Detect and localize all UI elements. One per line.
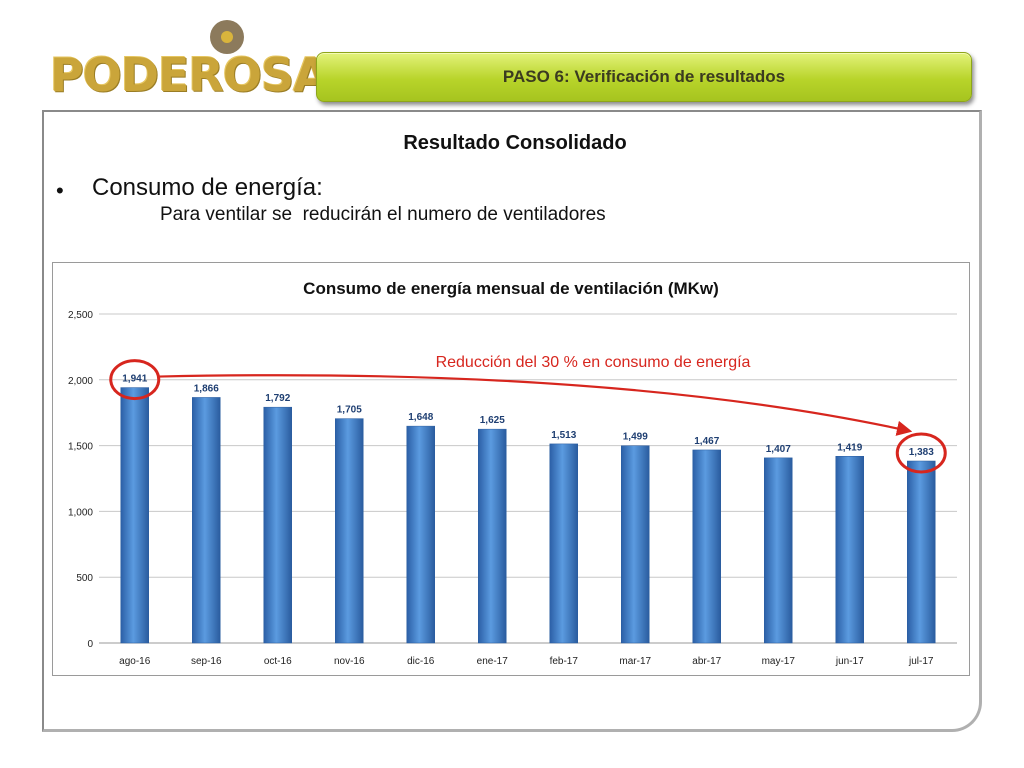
bar-value-label: 1,513 (551, 430, 576, 441)
x-tick-label: sep-16 (191, 656, 222, 667)
bar-dic-16 (406, 425, 435, 644)
step-banner: PASO 6: Verificación de resultados (316, 52, 972, 102)
bar-mar-17 (621, 445, 650, 644)
bar-value-label: 1,705 (337, 405, 362, 416)
bar-value-label: 1,419 (837, 442, 862, 453)
bar-may-17 (764, 457, 793, 644)
logo-emblem-icon (210, 20, 244, 54)
bar-ago-16 (120, 387, 149, 644)
logo-text: PODEROSA (50, 48, 329, 102)
bar-abr-17 (692, 449, 721, 644)
bar-value-label: 1,383 (909, 447, 934, 458)
bar-sep-16 (192, 397, 221, 644)
bullet-marker: • (56, 178, 64, 203)
bar-value-label: 1,467 (694, 436, 719, 447)
highlight-circle (109, 359, 161, 401)
reduction-annotation: Reducción del 30 % en consumo de energía (436, 354, 751, 371)
y-tick-label: 0 (87, 639, 93, 650)
bar-jul-17 (907, 460, 936, 644)
x-tick-label: oct-16 (264, 656, 292, 667)
step-banner-title: PASO 6: Verificación de resultados (502, 67, 786, 86)
x-tick-label: feb-17 (550, 656, 579, 667)
bar-feb-17 (549, 443, 578, 644)
x-tick-label: ene-17 (477, 656, 509, 667)
reduction-arrow (158, 374, 913, 436)
bar-chart: Consumo de energía mensual de ventilació… (68, 279, 957, 667)
bar-value-label: 1,941 (122, 374, 147, 385)
y-tick-label: 1,000 (68, 507, 93, 518)
y-tick-label: 2,500 (68, 310, 93, 321)
chart-title: Consumo de energía mensual de ventilació… (303, 279, 719, 298)
bar-value-label: 1,625 (480, 415, 505, 426)
x-tick-label: ago-16 (119, 656, 151, 667)
bar-value-label: 1,792 (265, 393, 290, 404)
bar-jun-17 (835, 456, 864, 644)
y-tick-label: 500 (76, 573, 93, 584)
highlight-circle (895, 432, 947, 474)
bullet-text: Consumo de energía: (92, 174, 323, 201)
x-tick-label: jul-17 (908, 656, 934, 667)
x-tick-label: jun-17 (835, 656, 864, 667)
bar-oct-16 (263, 406, 292, 644)
y-tick-label: 2,000 (68, 376, 93, 387)
chart-container: Consumo de energía mensual de ventilació… (52, 262, 970, 676)
bar-value-label: 1,648 (408, 412, 433, 423)
content-frame (42, 110, 982, 732)
x-tick-label: abr-17 (692, 656, 721, 667)
x-tick-label: nov-16 (334, 656, 365, 667)
bullet-subtext: Para ventilar se reducirán el numero de … (160, 204, 606, 225)
bar-value-label: 1,407 (766, 444, 791, 455)
bar-ene-17 (478, 428, 507, 644)
slide-heading: Resultado Consolidado (403, 132, 627, 154)
poderosa-logo: PODEROSA (50, 18, 329, 102)
bar-value-label: 1,866 (194, 383, 219, 394)
bar-value-label: 1,499 (623, 432, 648, 443)
x-tick-label: dic-16 (407, 656, 435, 667)
bar-nov-16 (335, 418, 364, 644)
y-tick-label: 1,500 (68, 442, 93, 453)
x-tick-label: may-17 (762, 656, 796, 667)
x-tick-label: mar-17 (619, 656, 651, 667)
